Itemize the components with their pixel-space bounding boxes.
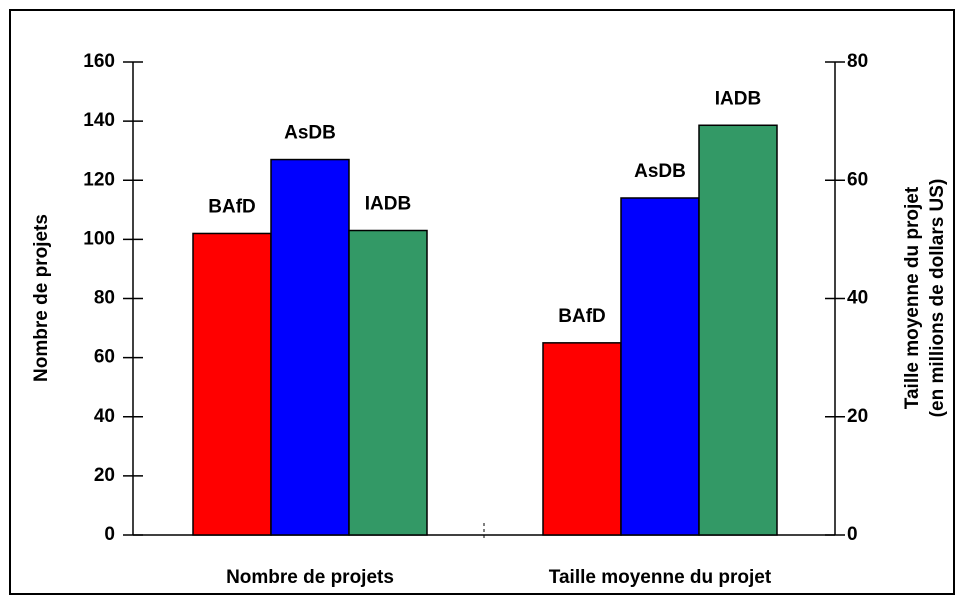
y-tick-label: 40 xyxy=(94,406,115,427)
bar xyxy=(192,232,272,536)
bar xyxy=(698,124,778,536)
y-tick-label: 160 xyxy=(83,51,115,72)
chart-frame xyxy=(9,9,955,595)
bar-label: AsDB xyxy=(284,123,336,144)
y2-axis-title: (en millions de dollars US) xyxy=(927,179,948,418)
bar-label: AsDB xyxy=(634,161,686,182)
x-tick-label: Nombre de projets xyxy=(226,567,394,588)
y2-axis-title: Taille moyenne du projet xyxy=(902,186,923,409)
y2-tick-label: 60 xyxy=(847,169,868,190)
y-tick-label: 80 xyxy=(94,288,115,309)
bar xyxy=(270,158,350,536)
y2-tick-label: 0 xyxy=(847,524,858,545)
y-axis-title: Nombre de projets xyxy=(31,214,52,382)
bar-label: BAfD xyxy=(208,196,256,217)
y-tick-label: 20 xyxy=(94,465,115,486)
y-tick-label: 120 xyxy=(83,169,115,190)
bar-label: BAfD xyxy=(558,306,606,327)
y-tick-label: 0 xyxy=(104,524,115,545)
bar xyxy=(542,342,622,536)
bar xyxy=(620,197,700,536)
y-tick-label: 140 xyxy=(83,110,115,131)
bar-label: IADB xyxy=(715,88,761,109)
y2-tick-label: 20 xyxy=(847,406,868,427)
x-tick-label: Taille moyenne du projet xyxy=(549,567,772,588)
y2-tick-label: 40 xyxy=(847,288,868,309)
bar-label: IADB xyxy=(365,194,411,215)
y2-tick-label: 80 xyxy=(847,51,868,72)
y-tick-label: 60 xyxy=(94,347,115,368)
bar xyxy=(348,229,428,536)
y-tick-label: 100 xyxy=(83,228,115,249)
